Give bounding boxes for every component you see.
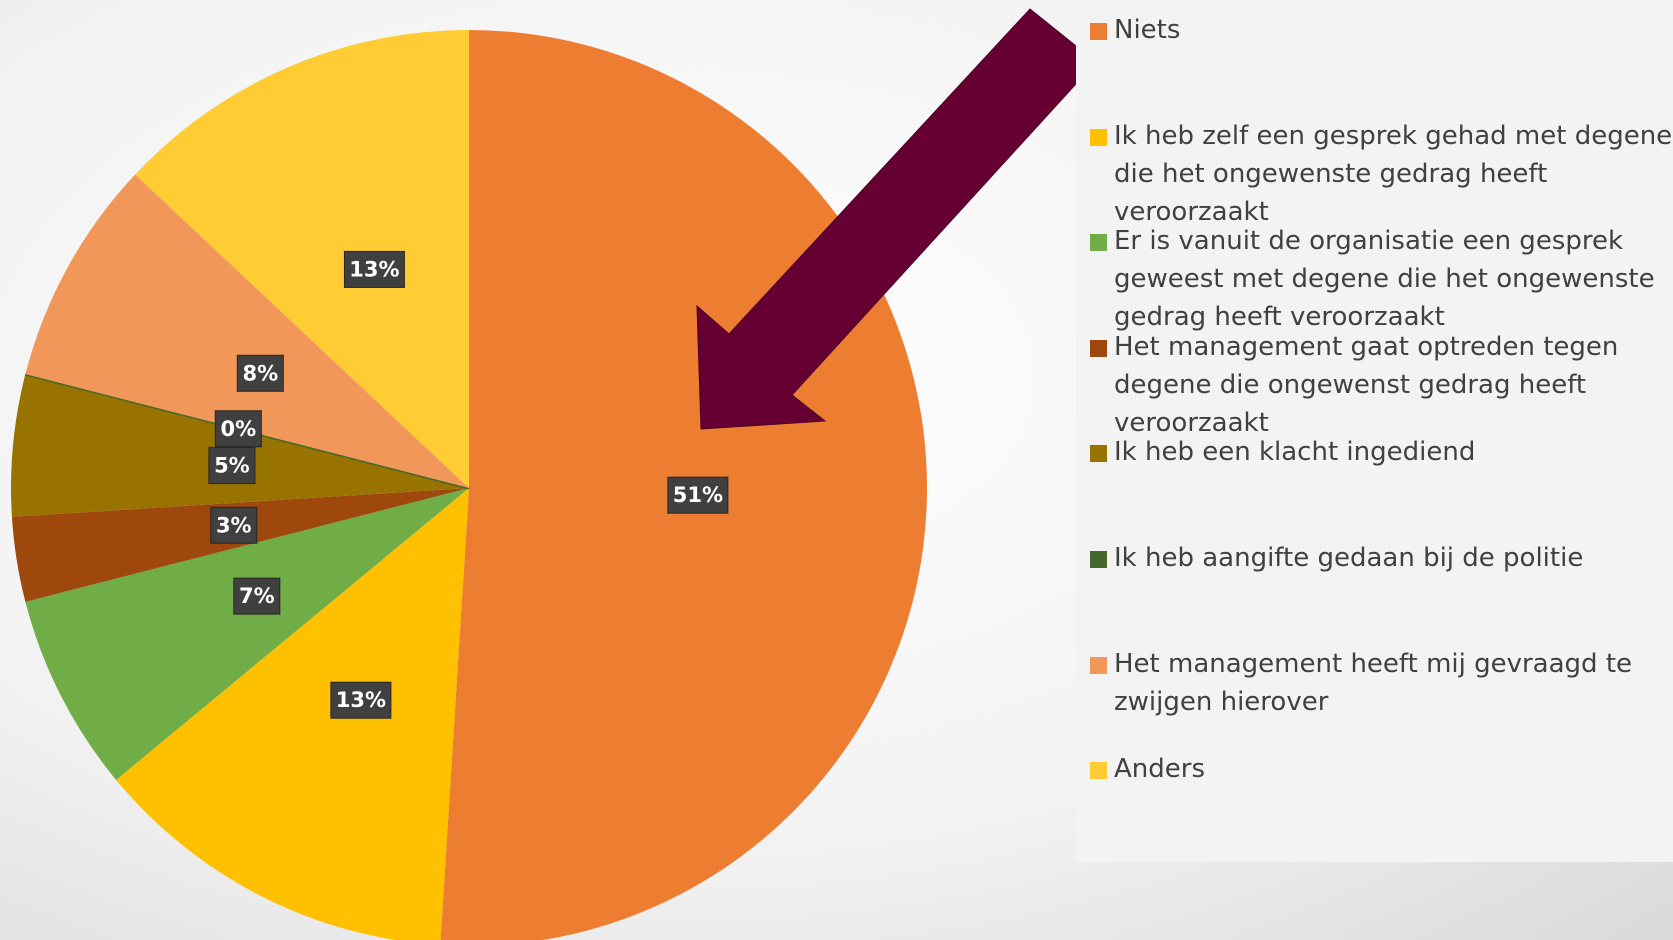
data-label: 13%	[349, 257, 399, 281]
legend-item: Ik heb zelf een gesprek gehad met degene…	[1090, 117, 1673, 231]
data-label-box	[667, 476, 729, 514]
legend-label: Ik heb aangifte gedaan bij de politie	[1114, 543, 1584, 573]
legend: Niets Ik heb zelf een gesprek gehad met d…	[1076, 0, 1673, 862]
pie-slice	[25, 174, 469, 489]
legend-item: Ik heb een klacht ingediend	[1090, 433, 1673, 471]
legend-swatch	[1090, 339, 1107, 357]
legend-item: Er is vanuit de organisatie een gesprek …	[1090, 222, 1673, 336]
data-label-box	[236, 354, 284, 392]
legend-item: Anders	[1090, 750, 1673, 788]
legend-swatch	[1090, 128, 1107, 146]
data-label: 51%	[673, 483, 723, 507]
legend-item: Het management gaat optreden tegen degen…	[1090, 328, 1673, 442]
legend-swatch	[1090, 656, 1107, 674]
legend-swatch	[1090, 23, 1107, 40]
data-label-box	[210, 506, 258, 544]
data-label: 5%	[214, 454, 250, 478]
pie-slice	[135, 30, 469, 488]
legend-item: Ik heb aangifte gedaan bij de politie	[1090, 539, 1673, 577]
legend-swatch	[1090, 445, 1107, 463]
legend-label: Er is vanuit de organisatie een gesprek …	[1114, 226, 1655, 333]
pie-slice	[11, 488, 470, 602]
legend-label: Ik heb zelf een gesprek gehad met degene…	[1114, 120, 1673, 227]
data-label: 7%	[239, 584, 275, 608]
legend-label: Het management gaat optreden tegen degen…	[1114, 331, 1619, 438]
data-label: 0%	[220, 417, 256, 441]
arrow	[696, 8, 1097, 430]
legend-label: Anders	[1114, 754, 1205, 785]
data-label: 3%	[216, 513, 252, 537]
legend-swatch	[1090, 551, 1107, 568]
pie-slice	[25, 488, 469, 780]
data-label-box	[214, 410, 262, 448]
data-label: 13%	[336, 688, 386, 712]
legend-label: Het management heeft mij gevraagd te zwi…	[1114, 648, 1633, 717]
legend-swatch	[1090, 234, 1107, 252]
legend-item: Niets	[1090, 11, 1673, 49]
legend-label: Ik heb een klacht ingediend	[1114, 437, 1476, 468]
data-label-box	[208, 447, 256, 485]
legend-swatch	[1090, 762, 1107, 780]
data-label-box	[330, 681, 392, 719]
data-label-box	[233, 577, 281, 615]
legend-label: Niets	[1114, 15, 1181, 45]
pie-slice	[116, 488, 469, 940]
legend-item: Het management heeft mij gevraagd te zwi…	[1090, 645, 1673, 721]
data-label-box	[343, 250, 405, 288]
data-label: 8%	[242, 361, 278, 385]
